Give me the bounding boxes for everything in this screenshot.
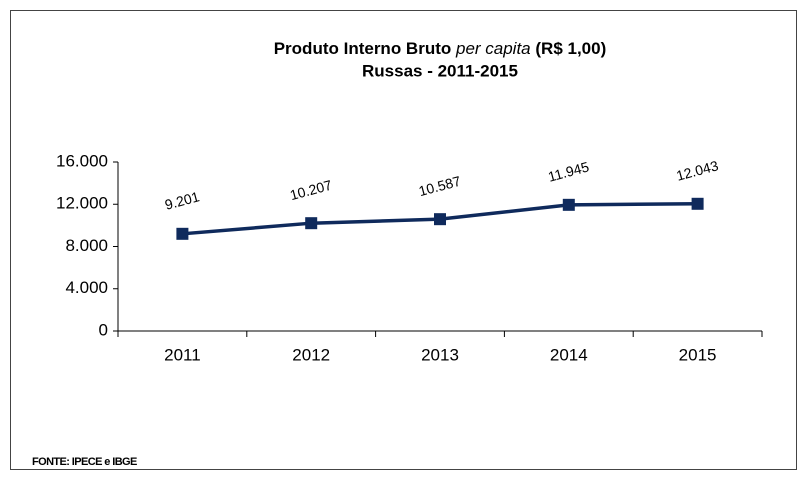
title-part: Produto Interno Bruto (274, 39, 452, 58)
x-tick-label: 2015 (679, 345, 717, 364)
marker (691, 197, 704, 210)
y-tick-label: 8.000 (65, 236, 108, 255)
y-tick-label: 16.000 (56, 151, 108, 170)
marker (562, 198, 575, 211)
frame (10, 10, 797, 470)
x-tick-label: 2011 (164, 345, 201, 364)
x-tick-label: 2012 (292, 345, 330, 364)
y-tick-label: 12.000 (56, 194, 108, 213)
title-part: per capita (455, 39, 531, 58)
source-note: FONTE: IPECE e IBGE (32, 456, 137, 468)
marker (176, 227, 189, 240)
marker (305, 217, 318, 230)
x-tick-label: 2013 (421, 345, 459, 364)
y-tick-label: 4.000 (65, 278, 108, 297)
chart-subtitle: Russas - 2011-2015 (362, 61, 518, 80)
marker (434, 213, 446, 226)
y-tick-label: 0 (99, 320, 108, 339)
x-tick-label: 2014 (550, 345, 588, 364)
chart-title: Produto Interno Bruto per capita (R$ 1,0… (274, 39, 607, 58)
title-part: (R$ 1,00) (535, 39, 606, 58)
